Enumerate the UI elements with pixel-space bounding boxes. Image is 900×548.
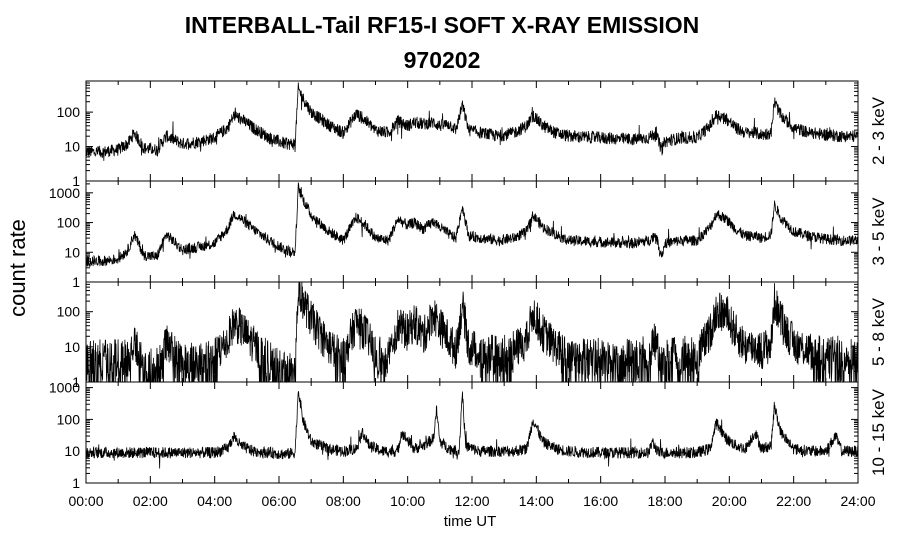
- chart-title: INTERBALL-Tail RF15-I SOFT X-RAY EMISSIO…: [184, 12, 700, 38]
- series-line: [85, 281, 859, 384]
- y-tick-label: 1: [72, 374, 80, 390]
- y-tick-label: 100: [57, 104, 81, 120]
- x-tick-label: 24:00: [840, 493, 875, 509]
- y-tick-label: 10: [64, 443, 80, 459]
- y-tick-label: 10: [64, 244, 80, 260]
- x-tick-label: 02:00: [133, 493, 168, 509]
- series-line: [85, 391, 859, 469]
- x-tick-label: 14:00: [519, 493, 554, 509]
- y-tick-label: 1000: [49, 185, 80, 201]
- y-tick-label: 100: [57, 304, 81, 320]
- y-tick-label: 100: [57, 411, 81, 427]
- y-tick-label: 1: [72, 173, 80, 189]
- x-tick-label: 18:00: [647, 493, 682, 509]
- x-tick-label: 08:00: [326, 493, 361, 509]
- series-line: [85, 181, 859, 268]
- panel-label: 5 - 8 keV: [869, 297, 888, 366]
- y-tick-label: 100: [57, 215, 81, 231]
- y-tick-label: 10: [64, 339, 80, 355]
- y-tick-label: 1: [72, 274, 80, 290]
- panel-label: 10 - 15 keV: [869, 388, 888, 476]
- panel-label: 3 - 5 keV: [869, 197, 888, 266]
- series-line: [85, 82, 859, 161]
- x-tick-label: 04:00: [197, 493, 232, 509]
- y-tick-label: 10: [64, 139, 80, 155]
- x-tick-label: 12:00: [454, 493, 489, 509]
- x-tick-label: 10:00: [390, 493, 425, 509]
- x-tick-label: 00:00: [68, 493, 103, 509]
- y-tick-label: 1: [72, 475, 80, 491]
- x-tick-label: 20:00: [712, 493, 747, 509]
- y-tick-label: 1000: [49, 380, 80, 396]
- x-tick-label: 22:00: [776, 493, 811, 509]
- x-tick-label: 06:00: [261, 493, 296, 509]
- x-axis-label: time UT: [443, 513, 497, 530]
- panel-frame: [85, 381, 859, 484]
- x-tick-label: 16:00: [583, 493, 618, 509]
- chart-subtitle: 970202: [403, 47, 481, 73]
- panel-label: 2 - 3 keV: [869, 96, 888, 165]
